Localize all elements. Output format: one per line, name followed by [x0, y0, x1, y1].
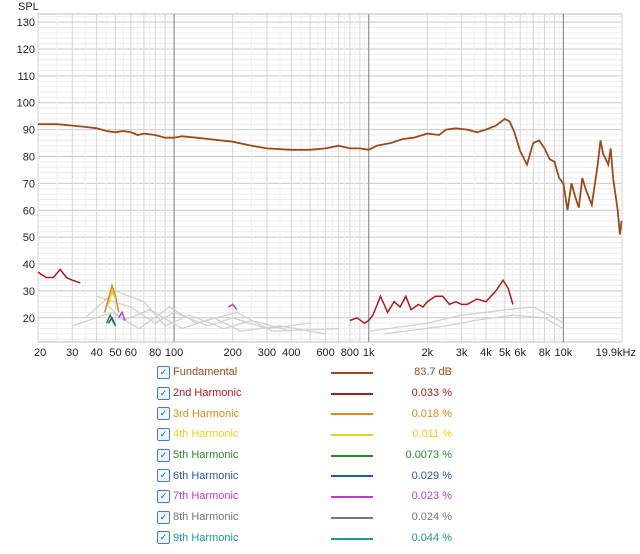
x-tick-label: 8k — [539, 347, 551, 359]
series-checkbox[interactable]: ✓ — [157, 365, 170, 379]
x-tick-label: 3k — [456, 347, 468, 359]
legend-swatch — [331, 413, 373, 416]
x-tick-label: 100 — [165, 347, 183, 359]
y-tick-label: 30 — [23, 286, 35, 298]
legend-swatch — [331, 516, 373, 519]
legend-swatch — [331, 392, 373, 395]
legend-value: 0.018 % — [411, 407, 452, 420]
x-tick-label: 80 — [149, 347, 161, 359]
legend-row: ✓ 2nd Harmonic 0.033 % — [155, 383, 625, 404]
legend-value: 83.7 dB — [414, 366, 452, 379]
y-tick-label: 40 — [23, 259, 35, 271]
series-checkbox[interactable]: ✓ — [157, 469, 170, 483]
legend-row: ✓ 9th Harmonic 0.044 % — [155, 528, 625, 549]
y-tick-label: 120 — [17, 44, 35, 56]
legend-swatch — [331, 454, 373, 457]
x-tick-label: 20 — [34, 347, 46, 359]
series-checkbox[interactable]: ✓ — [157, 531, 170, 545]
series-checkbox[interactable]: ✓ — [157, 407, 170, 421]
legend-value: 0.023 % — [411, 490, 452, 503]
legend-row: ✓ 4th Harmonic 0.011 % — [155, 424, 625, 445]
x-tick-label: 600 — [316, 347, 334, 359]
series-line-2 — [37, 268, 81, 284]
legend-swatch — [331, 434, 373, 437]
legend-row: ✓ 3rd Harmonic 0.018 % — [155, 403, 625, 424]
series-line-4 — [107, 288, 117, 305]
x-tick-label: 50 — [109, 347, 121, 359]
x-tick-label: 300 — [258, 347, 276, 359]
series-line-3 — [103, 282, 120, 313]
harmonic-background-trace — [384, 314, 564, 335]
y-tick-label: 70 — [23, 178, 35, 190]
x-tick-label: 40 — [90, 347, 102, 359]
y-tick-label: 60 — [23, 205, 35, 217]
legend-swatch — [331, 537, 373, 540]
x-tick-label: 4k — [480, 347, 492, 359]
harmonic-background-trace — [84, 290, 292, 332]
series-checkbox[interactable]: ✓ — [157, 427, 170, 441]
x-tick-label: 10k — [555, 347, 573, 359]
legend-value: 0.033 % — [411, 387, 452, 400]
series-line-1 — [38, 117, 623, 235]
legend-label: 5th Harmonic — [173, 449, 239, 462]
legend-swatch — [331, 496, 373, 499]
x-tick-label: 30 — [66, 347, 78, 359]
series-checkbox[interactable]: ✓ — [157, 489, 170, 503]
legend-value: 0.029 % — [411, 469, 452, 482]
legend-row: ✓ 6th Harmonic 0.029 % — [155, 465, 625, 486]
x-tick-label: 5k — [499, 347, 511, 359]
x-tick-label: 2k — [422, 347, 434, 359]
x-tick-label: 400 — [282, 347, 300, 359]
legend-label: 8th Harmonic — [173, 511, 239, 524]
series-checkbox[interactable]: ✓ — [157, 448, 170, 462]
legend-row: ✓ 8th Harmonic 0.024 % — [155, 507, 625, 528]
legend-value: 0.011 % — [412, 428, 452, 441]
y-tick-label: 130 — [17, 17, 35, 29]
legend-value: 0.024 % — [411, 511, 452, 524]
legend-value: 0.0073 % — [405, 449, 452, 462]
y-tick-label: 20 — [23, 313, 35, 325]
legend-label: 7th Harmonic — [173, 490, 239, 503]
x-tick-label: 800 — [341, 347, 359, 359]
series-checkbox[interactable]: ✓ — [157, 510, 170, 524]
series-line-2 — [349, 278, 514, 325]
y-tick-label: 50 — [23, 232, 35, 244]
legend-label: 6th Harmonic — [173, 469, 239, 482]
legend-swatch — [331, 372, 373, 374]
y-tick-label: 100 — [17, 98, 35, 110]
legend-label: 3rd Harmonic — [173, 407, 240, 420]
legend-row: ✓ 7th Harmonic 0.023 % — [155, 486, 625, 507]
series-line-7 — [118, 310, 126, 321]
x-tick-label: 6k — [514, 347, 526, 359]
x-tick-label: 19.9kHz — [596, 347, 636, 359]
harmonic-background-trace — [368, 306, 564, 332]
series-line-6 — [107, 316, 117, 327]
legend-value: 0.044 % — [411, 531, 452, 544]
frequency-response-chart: SPL 20 30 40 50 60 70 80 90 100 110 120 130 20 30 40 50 6… — [17, 1, 636, 359]
x-tick-label: 60 — [125, 347, 137, 359]
y-tick-label: 110 — [17, 71, 35, 83]
legend-label: Fundamental — [173, 366, 238, 379]
legend-swatch — [331, 475, 373, 478]
series-line-7 — [227, 303, 238, 311]
legend-label: 4th Harmonic — [173, 428, 239, 441]
x-tick-label: 200 — [223, 347, 241, 359]
harmonic-background-trace — [96, 295, 311, 330]
y-axis-label: SPL — [18, 1, 39, 13]
legend: ✓ Fundamental 83.7 dB ✓ 2nd Harmonic 0.033 % ✓… — [155, 362, 625, 548]
y-tick-label: 90 — [23, 125, 35, 137]
legend-row: ✓ 5th Harmonic 0.0073 % — [155, 445, 625, 466]
legend-row: ✓ Fundamental 83.7 dB — [155, 362, 625, 383]
series-checkbox[interactable]: ✓ — [157, 386, 170, 400]
y-tick-label: 80 — [23, 151, 35, 163]
harmonic-background-trace — [72, 306, 339, 332]
x-tick-label: 1k — [363, 347, 375, 359]
legend-label: 2nd Harmonic — [173, 387, 242, 400]
legend-label: 9th Harmonic — [173, 531, 239, 544]
